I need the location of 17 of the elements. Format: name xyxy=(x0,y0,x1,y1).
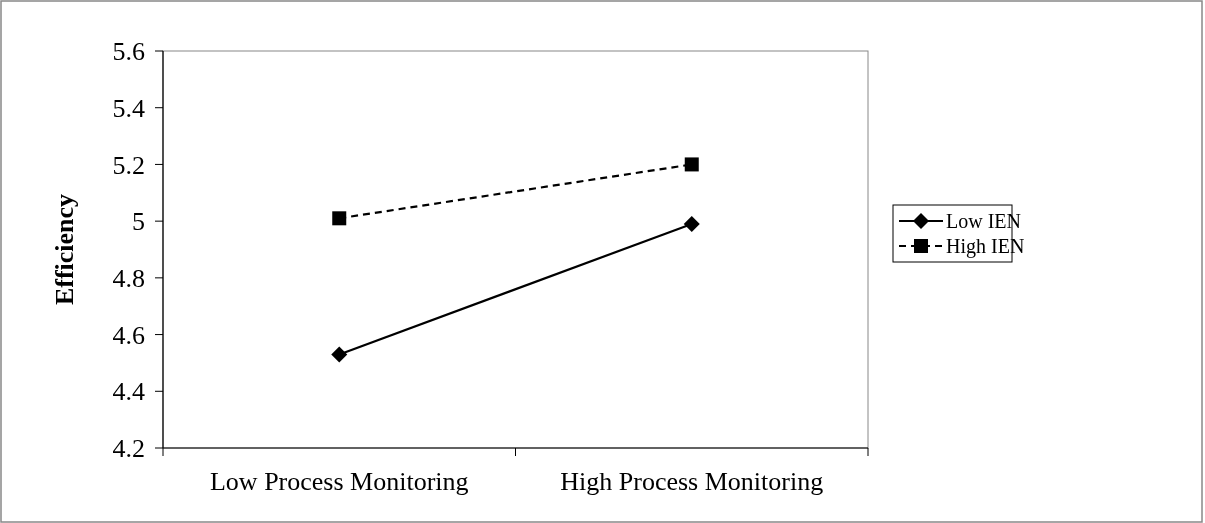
y-tick-label: 5.2 xyxy=(112,150,145,180)
y-tick-label: 4.2 xyxy=(112,434,145,464)
y-tick-label: 5 xyxy=(132,207,145,237)
x-tick-label: High Process Monitoring xyxy=(560,467,824,496)
legend-label: High IEN xyxy=(946,235,1025,258)
y-tick-label: 5.4 xyxy=(112,93,145,123)
y-tick-label: 5.6 xyxy=(112,37,145,67)
legend-label: Low IEN xyxy=(946,210,1021,232)
y-axis-title: Efficiency xyxy=(50,193,79,306)
y-tick-label: 4.8 xyxy=(112,263,145,293)
point xyxy=(332,211,347,226)
x-tick-label: Low Process Monitoring xyxy=(209,467,469,496)
point xyxy=(683,215,700,232)
point xyxy=(684,157,699,172)
y-tick-label: 4.6 xyxy=(112,320,145,350)
y-tick-label: 4.4 xyxy=(112,377,145,407)
point xyxy=(331,346,348,363)
